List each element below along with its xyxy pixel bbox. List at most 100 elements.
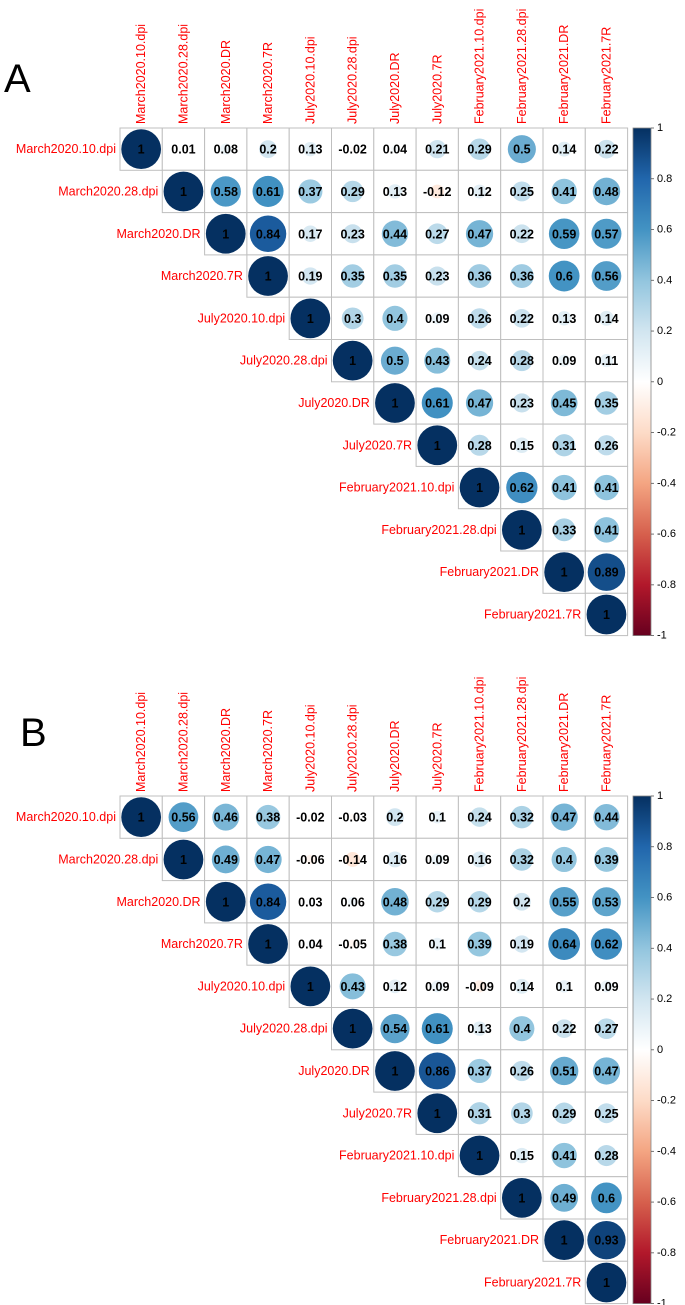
correlation-value: 0.4	[386, 312, 403, 326]
correlation-value: 0.26	[510, 1064, 534, 1078]
correlation-value: 0.36	[510, 270, 534, 284]
correlation-circle	[168, 802, 199, 833]
correlation-value: 1	[138, 143, 145, 157]
correlation-value: 0.13	[552, 312, 576, 326]
correlation-value: 0.19	[510, 938, 534, 952]
correlation-value: 0.45	[552, 396, 576, 410]
matrix-cell	[288, 795, 333, 839]
colorbar-tick-label: 0.2	[657, 993, 672, 1005]
correlation-value: 0.19	[298, 270, 322, 284]
correlation-value: 0.13	[467, 1022, 491, 1036]
correlation-circle	[554, 1019, 574, 1038]
correlation-circle	[550, 1183, 579, 1212]
correlation-value: -0.02	[338, 143, 367, 157]
correlation-circle	[596, 1018, 617, 1039]
correlation-circle	[510, 848, 534, 871]
correlation-value: 0.14	[552, 143, 576, 157]
correlation-value: 0.49	[552, 1191, 576, 1205]
correlation-circle	[507, 135, 536, 164]
correlation-circle	[551, 474, 577, 501]
colorbar-tick-label: -0.6	[657, 528, 676, 540]
correlation-circle	[596, 1103, 617, 1124]
column-label: March2020.DR	[219, 708, 233, 792]
correlation-circle	[417, 425, 458, 466]
correlation-value: 1	[180, 185, 187, 199]
correlation-value: 0.09	[594, 980, 618, 994]
correlation-circle	[551, 178, 577, 205]
correlation-circle	[430, 937, 444, 951]
correlation-value: 0.36	[467, 270, 491, 284]
correlation-value: 0.09	[425, 312, 449, 326]
correlation-value: 1	[265, 938, 272, 952]
correlation-value: 0.32	[510, 853, 534, 867]
correlation-circle	[305, 854, 316, 865]
correlation-circle	[428, 140, 447, 159]
correlation-circle	[390, 145, 399, 154]
correlation-value: 0.26	[467, 312, 491, 326]
correlation-circle	[586, 1262, 627, 1303]
correlation-value: 0.61	[425, 396, 449, 410]
correlation-value: 0.2	[386, 811, 403, 825]
correlation-circle	[431, 980, 444, 993]
colorbar-tick-label: -0.4	[657, 1145, 676, 1157]
correlation-value: 0.57	[594, 227, 618, 241]
correlation-value: 0.6	[598, 1191, 615, 1205]
correlation-value: 0.35	[383, 270, 407, 284]
row-label: February2021.28.dpi	[381, 523, 496, 537]
correlation-circle	[339, 973, 366, 1000]
correlation-circle	[552, 518, 576, 542]
correlation-value: 0.01	[171, 143, 195, 157]
correlation-value: -0.05	[338, 938, 367, 952]
row-label: February2021.7R	[484, 607, 581, 621]
column-label: March2020.10.dpi	[134, 24, 148, 124]
row-label: July2020.7R	[343, 438, 413, 452]
correlation-circle	[426, 223, 448, 245]
column-label: July2020.28.dpi	[346, 36, 360, 124]
correlation-value: 0.29	[552, 1107, 576, 1121]
correlation-value: 0.1	[429, 938, 446, 952]
correlation-circle	[593, 474, 620, 501]
correlation-circle	[181, 147, 186, 152]
correlation-value: 0.39	[467, 938, 491, 952]
correlation-circle	[387, 184, 403, 199]
correlation-value: 0.13	[383, 185, 407, 199]
correlation-value: 0.41	[552, 185, 576, 199]
correlation-value: 0.03	[298, 895, 322, 909]
correlation-value: 0.1	[555, 980, 572, 994]
correlation-circle	[332, 340, 373, 381]
correlation-value: 0.27	[594, 1022, 618, 1036]
correlation-circle	[468, 138, 491, 160]
correlation-circle	[345, 852, 361, 867]
row-label: July2020.DR	[298, 1064, 370, 1078]
row-label: March2020.10.dpi	[16, 810, 116, 824]
correlation-circle	[512, 309, 532, 328]
correlation-circle	[388, 979, 402, 994]
correlation-circle	[553, 1102, 575, 1124]
colorbar-tick-label: 0.8	[657, 173, 672, 185]
correlation-circle	[386, 851, 403, 868]
colorbar-tick-label: 0.4	[657, 274, 672, 286]
correlation-circle	[469, 807, 490, 827]
correlation-circle	[383, 264, 407, 288]
correlation-value: 0.84	[256, 895, 280, 909]
correlation-circle	[512, 892, 531, 911]
column-label: February2021.10.dpi	[473, 9, 487, 124]
correlation-circle	[594, 847, 619, 872]
correlation-value: 0.89	[594, 566, 618, 580]
correlation-circle	[548, 928, 581, 960]
correlation-circle	[593, 803, 620, 831]
row-label: February2021.10.dpi	[339, 481, 454, 495]
correlation-circle	[473, 980, 486, 993]
correlation-circle	[340, 264, 365, 288]
column-label: February2021.7R	[599, 695, 613, 792]
correlation-circle	[459, 1135, 500, 1176]
colorbar-tick-label: 1	[657, 122, 663, 134]
correlation-circle	[510, 805, 534, 829]
row-label: March2020.28.dpi	[58, 852, 158, 866]
correlation-value: 0.3	[513, 1107, 530, 1121]
correlation-value: 0.48	[383, 895, 407, 909]
correlation-value: 1	[391, 1064, 398, 1078]
correlation-value: 0.14	[510, 980, 534, 994]
correlation-value: 0.2	[513, 895, 530, 909]
correlation-circle	[417, 1093, 458, 1134]
